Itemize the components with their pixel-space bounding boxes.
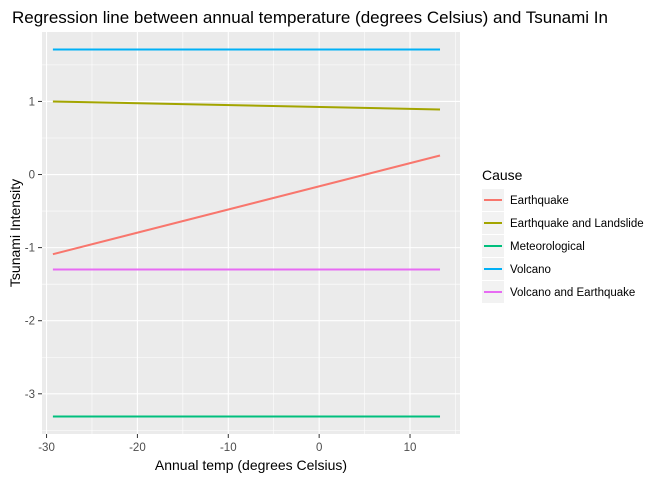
legend-label: Volcano [510,264,551,276]
plot-panel [42,32,460,434]
x-tick-label: -30 [38,442,55,454]
x-tick-label: 10 [404,442,417,454]
y-axis-title: Tsunami Intensity [7,179,23,287]
x-axis-title: Annual temp (degrees Celsius) [155,457,347,473]
x-tick-label: -10 [220,442,237,454]
y-tick-label: -3 [25,389,35,401]
x-tick-label: -20 [129,442,146,454]
x-tick-label: 0 [316,442,322,454]
y-tick-label: -2 [25,316,35,328]
series-line-0 [52,154,441,256]
y-tick-label: 0 [29,170,35,182]
legend-title: Cause [482,167,523,183]
legend: Cause Earthquake Earthquake and Landslide… [482,167,644,303]
legend-label: Earthquake [510,195,569,207]
series-lines [52,48,441,418]
legend-label: Earthquake and Landslide [510,218,644,230]
series-line-1 [52,100,441,111]
y-tick-label: 1 [29,96,35,108]
y-tick-label: -1 [25,243,35,255]
legend-label: Volcano and Earthquake [510,287,635,299]
chart-title: Regression line between annual temperatu… [12,8,608,27]
axes: -30 -20 -10 0 10-3-2-101 [25,96,417,454]
legend-label: Meteorological [510,241,585,253]
